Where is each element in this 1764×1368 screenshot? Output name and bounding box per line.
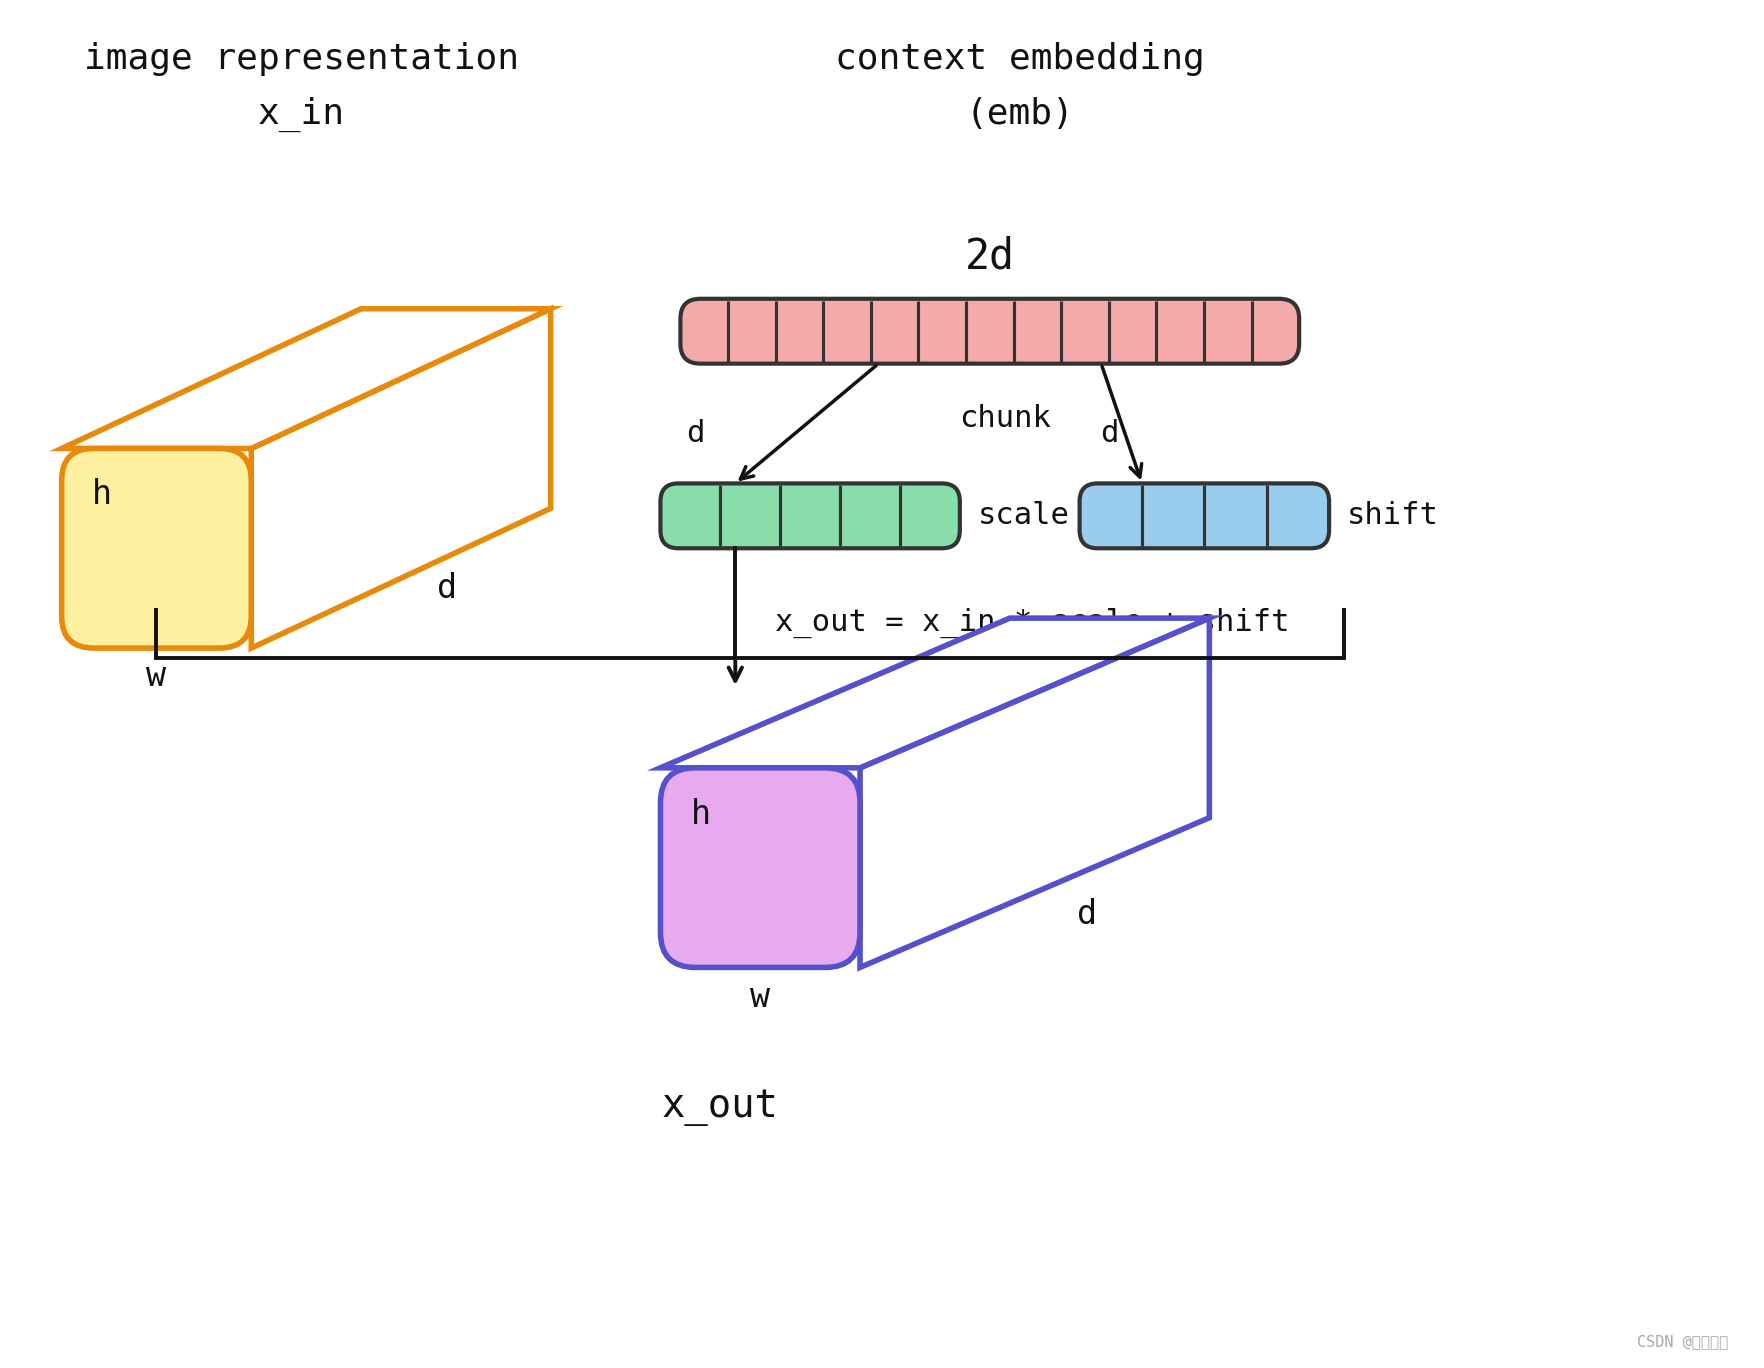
Text: w: w <box>146 659 166 694</box>
Text: 2d: 2d <box>965 235 1014 278</box>
Text: x_out: x_out <box>662 1088 778 1126</box>
Text: x_in: x_in <box>258 97 344 131</box>
FancyBboxPatch shape <box>660 767 861 967</box>
Text: d: d <box>1101 419 1118 447</box>
Text: (emb): (emb) <box>965 97 1074 131</box>
Text: h: h <box>690 798 711 830</box>
Text: context embedding: context embedding <box>834 42 1205 77</box>
Text: x_out = x_in * scale + shift: x_out = x_in * scale + shift <box>774 607 1289 639</box>
Polygon shape <box>861 618 1210 967</box>
Polygon shape <box>250 309 550 648</box>
FancyBboxPatch shape <box>681 298 1298 364</box>
Text: d: d <box>437 572 457 605</box>
FancyBboxPatch shape <box>660 483 960 549</box>
Text: scale: scale <box>977 501 1069 531</box>
Text: shift: shift <box>1348 501 1439 531</box>
Polygon shape <box>660 618 1210 767</box>
FancyBboxPatch shape <box>62 449 250 648</box>
Text: chunk: chunk <box>960 404 1051 434</box>
Text: d: d <box>686 419 704 447</box>
Text: d: d <box>1076 897 1097 930</box>
Text: h: h <box>92 479 111 512</box>
Text: CSDN @英叶何竹: CSDN @英叶何竹 <box>1637 1334 1729 1349</box>
Text: w: w <box>750 981 771 1014</box>
Text: image representation: image representation <box>83 42 519 77</box>
FancyBboxPatch shape <box>1080 483 1328 549</box>
Polygon shape <box>62 309 550 449</box>
